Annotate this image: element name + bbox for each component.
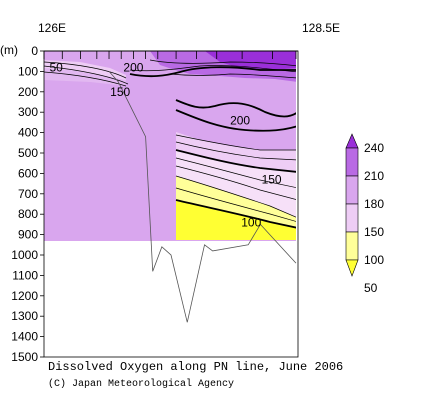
y-tick-label: 700	[18, 187, 38, 201]
thick-contours	[129, 66, 296, 229]
contour-label: 150	[262, 173, 282, 187]
band-100-150	[176, 150, 296, 218]
oxygen-field	[44, 51, 296, 357]
y-tick-label: 1500	[11, 350, 38, 364]
colorbar-label: 240	[364, 141, 384, 155]
contour-label: 50	[50, 60, 64, 74]
bottom-profile-line	[108, 71, 297, 323]
y-axis: 0 100 200 300 400 500 600 700 800 900 1000 1100 1200…	[11, 44, 44, 364]
y-tick-label: 1300	[11, 309, 38, 323]
y-tick-label: 0	[31, 44, 38, 58]
y-tick-label: 200	[18, 85, 38, 99]
station-ticks	[43, 51, 297, 59]
no-data-below	[44, 241, 296, 357]
y-tick-label: 900	[18, 228, 38, 242]
colorbar-block	[345, 231, 359, 261]
y-tick-label: 300	[18, 105, 38, 119]
colorbar: 240 210 180 150 100 50	[345, 133, 384, 295]
y-tick-label: 600	[18, 166, 38, 180]
y-tick-label: 400	[18, 126, 38, 140]
band-150-180	[176, 132, 296, 172]
contour-labels: 50 200 150 200 150 100	[50, 60, 282, 229]
colorbar-block	[345, 147, 359, 177]
contour-label: 150	[110, 85, 130, 99]
bathymetry	[108, 71, 297, 323]
y-tick-label: 1100	[12, 268, 38, 282]
colorbar-label: 50	[364, 281, 378, 295]
colorbar-bottom-triangle	[345, 259, 359, 277]
contour-label: 200	[123, 60, 143, 74]
y-tick-label: 1000	[11, 248, 38, 262]
colorbar-block	[345, 175, 359, 205]
y-tick-label: 800	[18, 207, 38, 221]
y-tick-label: 500	[18, 146, 38, 160]
colorbar-label: 150	[364, 225, 384, 239]
credit-text: (C) Japan Meteorological Agency	[48, 378, 234, 390]
x-label-128-5e: 128.5E	[302, 21, 340, 35]
x-label-126e: 126E	[38, 21, 66, 35]
y-tick-label: 1200	[11, 289, 38, 303]
colorbar-top-triangle	[345, 133, 359, 149]
contour-label: 100	[241, 215, 261, 229]
contour-label: 200	[230, 113, 250, 127]
chart-title: Dissolved Oxygen along PN line, June 200…	[48, 360, 343, 374]
colorbar-label: 210	[364, 169, 384, 183]
colorbar-block	[345, 203, 359, 233]
colorbar-label: 100	[364, 253, 384, 267]
y-tick-label: 100	[18, 64, 38, 78]
y-unit-label: (m)	[0, 43, 18, 57]
band-240-upper	[205, 51, 296, 70]
colorbar-label: 180	[364, 197, 384, 211]
y-tick-label: 1400	[11, 330, 38, 344]
